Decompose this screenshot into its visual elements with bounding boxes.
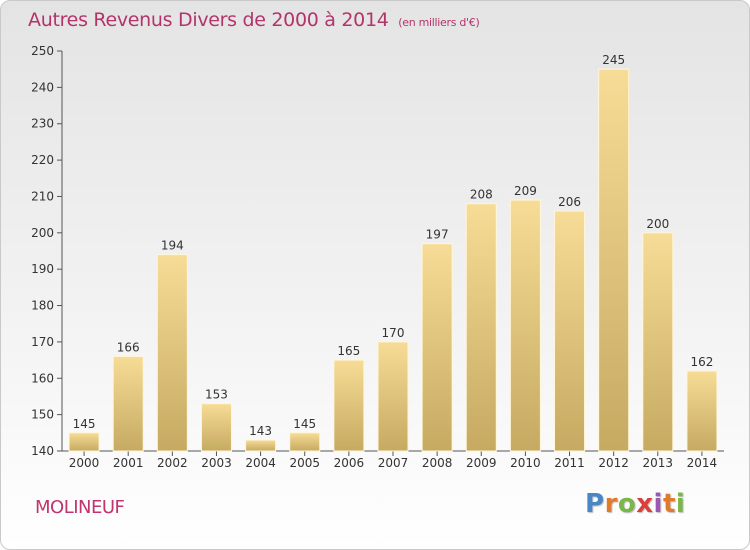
data-label: 209	[514, 184, 537, 198]
y-tick-label: 210	[31, 189, 54, 203]
x-tick-label: 2007	[378, 456, 409, 470]
proxiti-logo[interactable]: Proxiti	[585, 489, 685, 519]
x-tick-label: 2011	[554, 456, 585, 470]
bar	[509, 199, 541, 452]
y-tick-label: 220	[31, 153, 54, 167]
y-tick-label: 200	[31, 226, 54, 240]
chart-title: Autres Revenus Divers de 2000 à 2014 (en…	[28, 9, 480, 31]
x-tick-label: 2010	[510, 456, 541, 470]
x-tick-label: 2002	[157, 456, 188, 470]
data-label: 194	[161, 239, 184, 253]
x-tick-label: 2013	[643, 456, 674, 470]
chart-unit: (en milliers d'€)	[398, 16, 480, 29]
y-tick-label: 250	[31, 44, 54, 58]
x-tick-label: 2014	[687, 456, 718, 470]
commune-name: MOLINEUF	[35, 497, 125, 518]
bar	[68, 432, 100, 452]
x-tick-label: 2001	[113, 456, 144, 470]
bar	[112, 355, 144, 452]
data-labels: 145 166 194 153 143 145 165 170 197 208 209 206 245 2…	[73, 53, 714, 438]
data-label: 162	[690, 355, 713, 369]
data-label: 153	[205, 388, 228, 402]
logo-letter: o	[617, 489, 637, 519]
logo-letter: i	[675, 489, 686, 519]
x-tick-label: 2004	[245, 456, 276, 470]
bar	[156, 254, 188, 452]
logo-letter: r	[604, 489, 618, 519]
bar	[421, 243, 453, 452]
data-label: 206	[558, 195, 581, 209]
bar	[465, 203, 497, 452]
data-label: 145	[293, 417, 316, 431]
data-label: 165	[337, 344, 360, 358]
x-tick-label: 2003	[201, 456, 232, 470]
bar	[377, 341, 409, 452]
x-tick-label: 2009	[466, 456, 497, 470]
bar	[333, 359, 365, 452]
y-tick-label: 230	[31, 117, 54, 131]
bar	[642, 232, 674, 452]
data-label: 208	[470, 188, 493, 202]
data-label: 143	[249, 424, 272, 438]
x-tick-label: 2006	[334, 456, 365, 470]
y-tick-label: 160	[31, 371, 54, 385]
bar	[200, 403, 232, 452]
bars	[68, 68, 718, 452]
y-tick-label: 140	[31, 444, 54, 458]
logo-letter: i	[653, 489, 663, 519]
data-label: 197	[426, 228, 449, 242]
data-label: 166	[117, 340, 140, 354]
x-tick-label: 2012	[598, 456, 629, 470]
data-label: 170	[382, 326, 405, 340]
bar	[289, 432, 321, 452]
x-tick-label: 2000	[69, 456, 100, 470]
bar	[554, 210, 586, 452]
y-tick-label: 150	[31, 408, 54, 422]
data-label: 245	[602, 53, 625, 67]
x-tick-label: 2008	[422, 456, 453, 470]
data-label: 200	[646, 217, 669, 231]
logo-letter: P	[585, 489, 605, 519]
bar	[598, 68, 630, 452]
data-label: 145	[73, 417, 96, 431]
bar	[686, 370, 718, 452]
chart-title-text: Autres Revenus Divers de 2000 à 2014	[28, 9, 389, 31]
logo-letter: x	[636, 489, 654, 519]
y-tick-label: 240	[31, 80, 54, 94]
logo-letter: t	[662, 489, 676, 519]
y-tick-label: 190	[31, 262, 54, 276]
bar	[245, 439, 277, 452]
y-tick-label: 180	[31, 299, 54, 313]
x-tick-label: 2005	[289, 456, 320, 470]
y-tick-label: 170	[31, 335, 54, 349]
